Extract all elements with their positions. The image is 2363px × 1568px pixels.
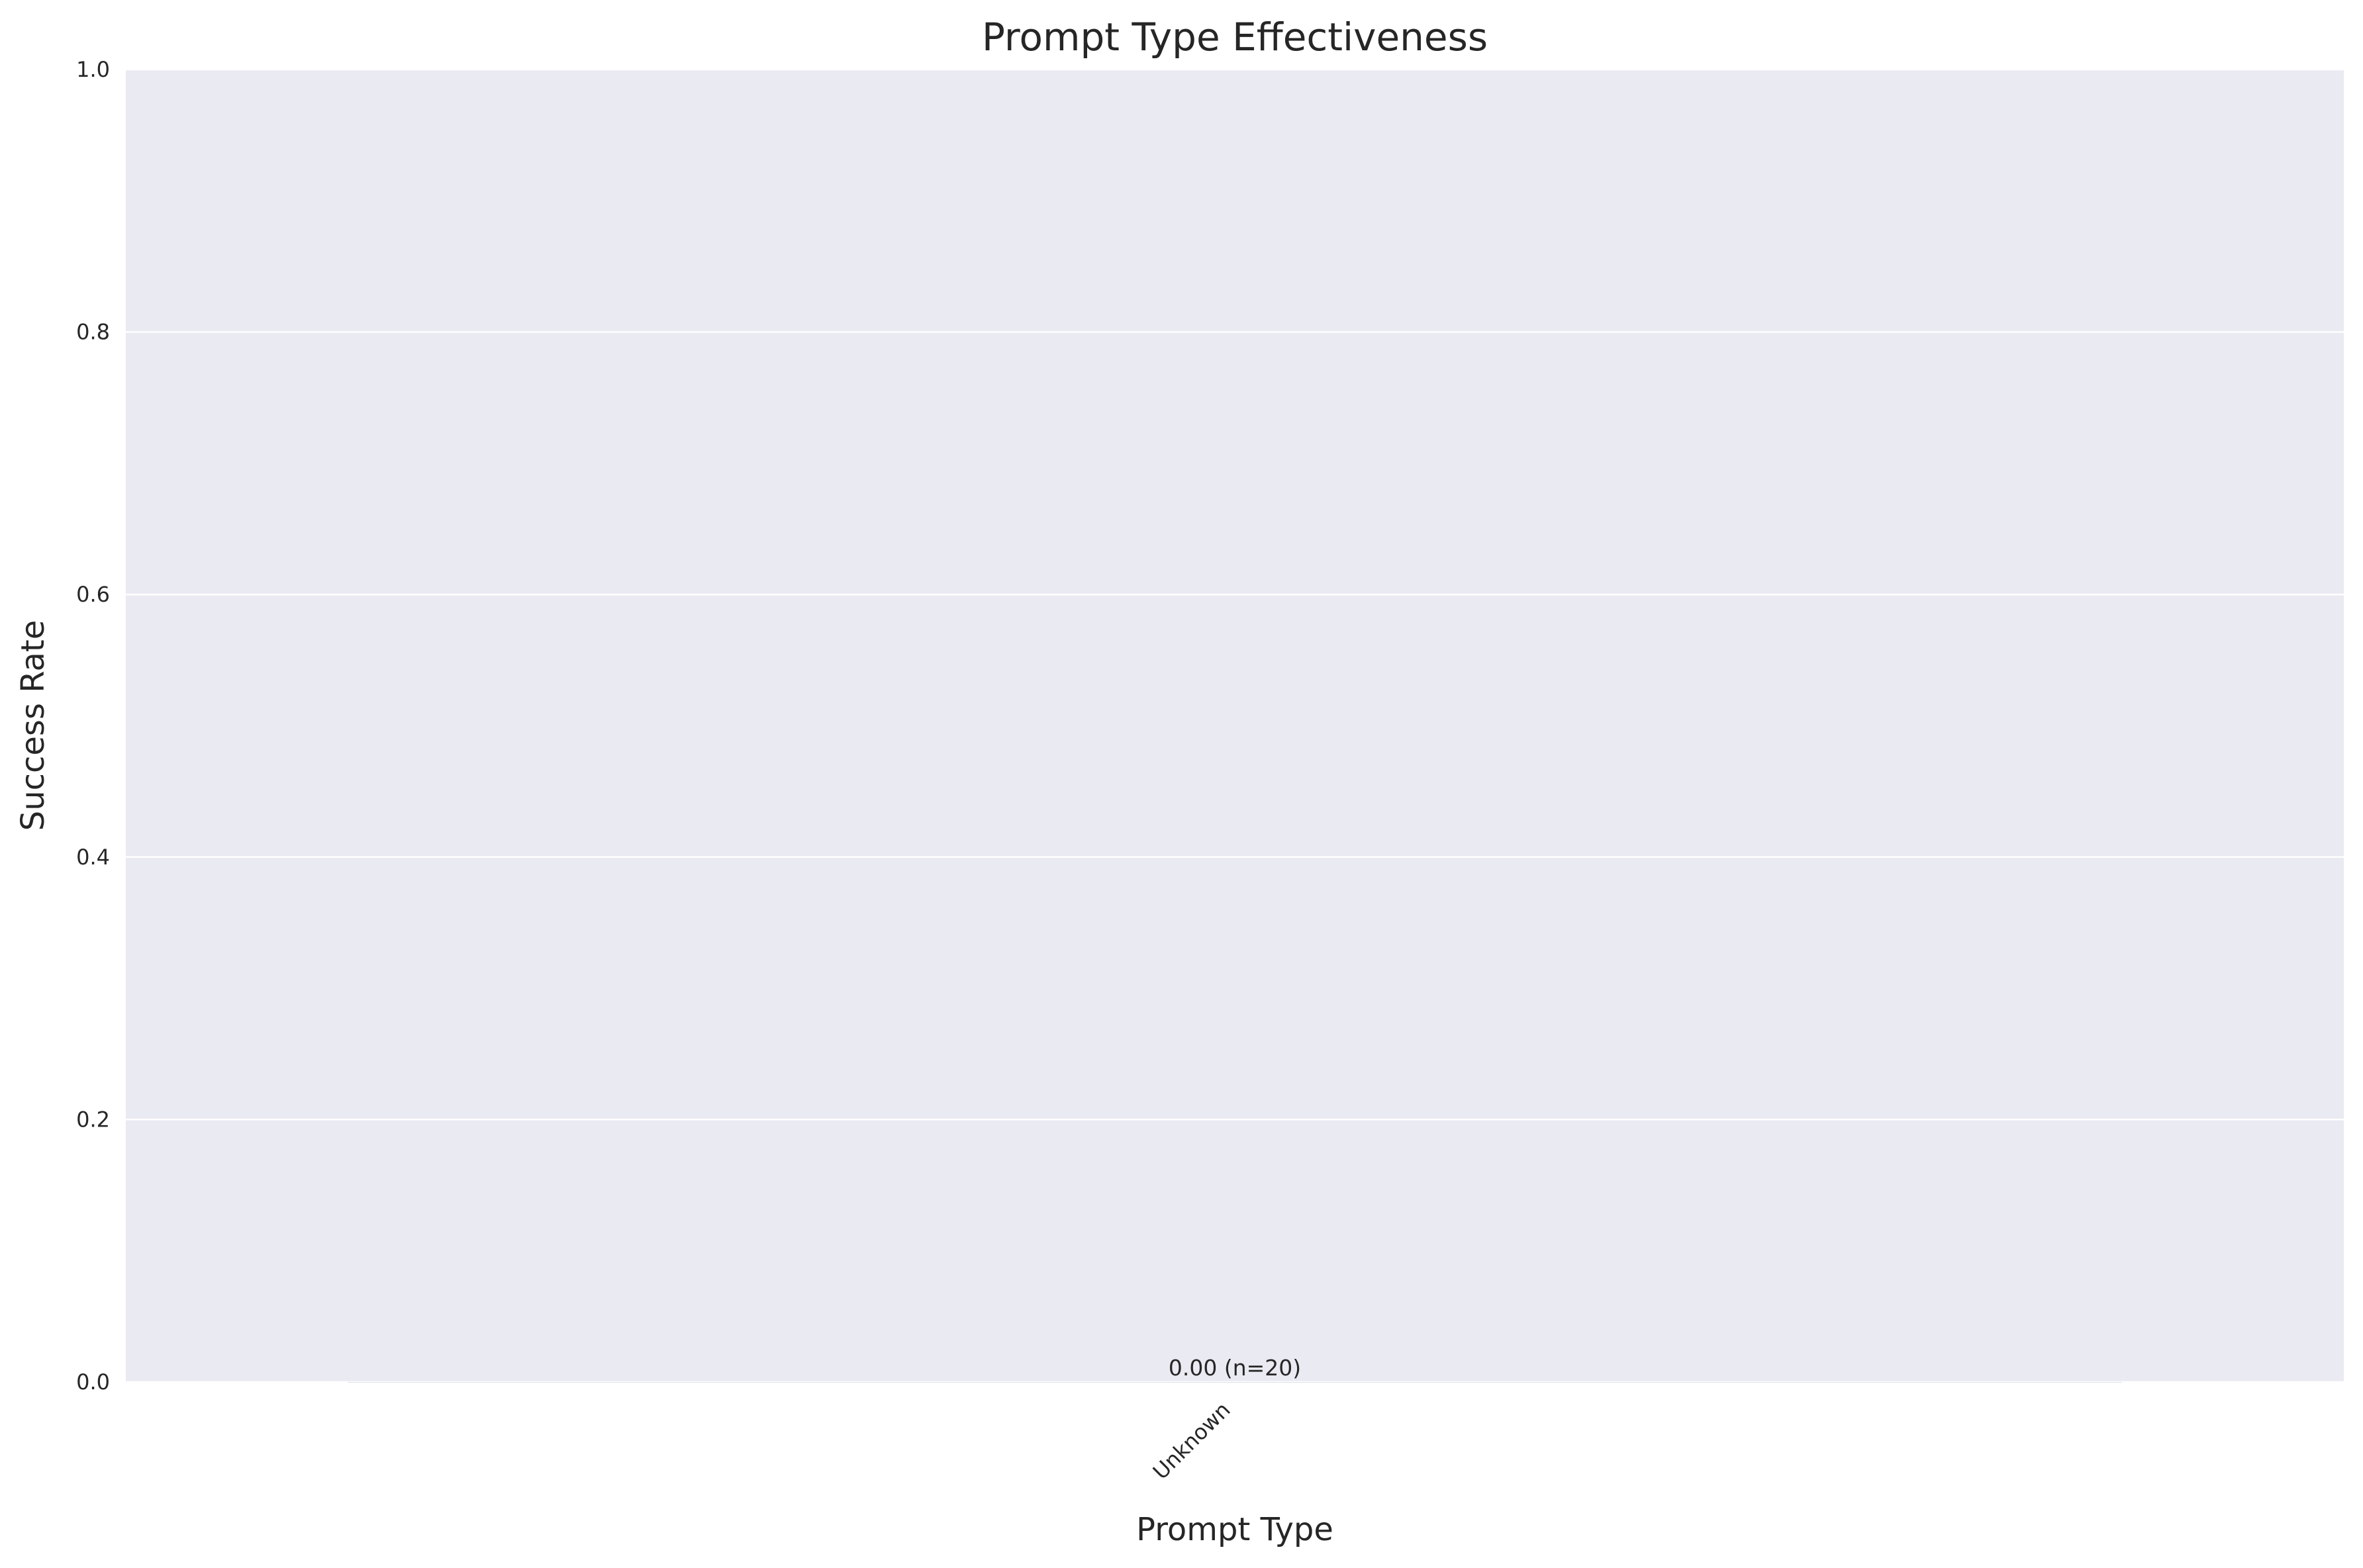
data-label: 0.00 (n=20) xyxy=(1169,1355,1301,1381)
y-tick-label: 0.2 xyxy=(76,1107,110,1132)
data-labels: 0.00 (n=20) xyxy=(1169,1355,1301,1381)
y-tick-label: 0.0 xyxy=(76,1369,110,1395)
x-axis-ticks: Unknown xyxy=(1148,1397,1235,1485)
bars xyxy=(348,1382,2122,1383)
x-axis-title: Prompt Type xyxy=(1136,1511,1333,1548)
y-tick-label: 1.0 xyxy=(76,57,110,82)
x-tick-label: Unknown xyxy=(1148,1397,1235,1485)
y-axis-ticks: 0.0 0.2 0.4 0.6 0.8 1.0 xyxy=(76,57,110,1395)
y-tick-label: 0.8 xyxy=(76,320,110,345)
y-tick-label: 0.4 xyxy=(76,845,110,870)
bar xyxy=(348,1382,2122,1383)
plot-area xyxy=(126,69,2344,1382)
chart-title: Prompt Type Effectiveness xyxy=(982,15,1488,60)
y-tick-label: 0.6 xyxy=(76,582,110,607)
y-axis-title: Success Rate xyxy=(15,620,52,831)
